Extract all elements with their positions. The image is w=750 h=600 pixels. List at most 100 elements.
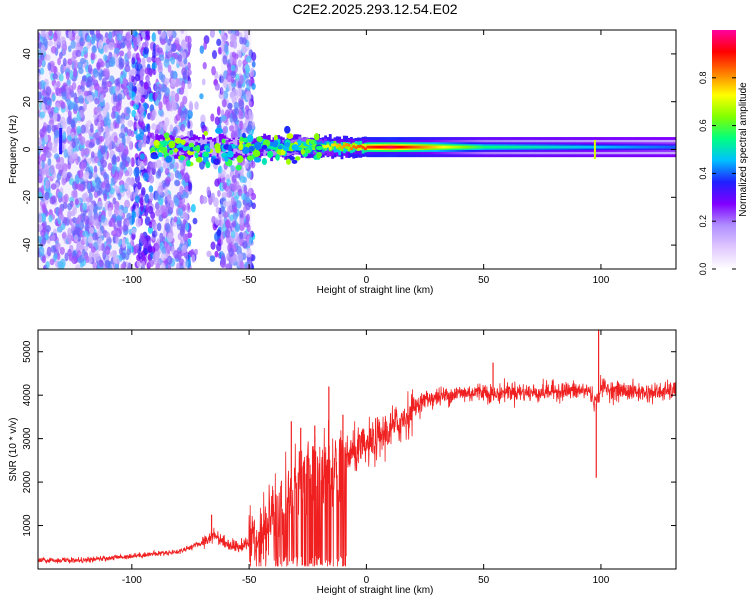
spectral-speck (145, 203, 150, 212)
band-blob (183, 146, 191, 151)
snr-xtick-label: -50 (242, 575, 257, 586)
spectral-speck (119, 50, 125, 57)
spec-ytick-label: -20 (22, 190, 33, 205)
snr-xtick-label: -100 (122, 575, 142, 586)
spectral-speck (209, 255, 216, 262)
spectral-speck (105, 80, 112, 88)
band-blob (593, 139, 596, 160)
spectral-speck (194, 248, 198, 256)
spectral-speck (213, 197, 219, 208)
spectral-speck (146, 56, 152, 63)
snr-content (38, 330, 676, 567)
band-blob (261, 144, 268, 150)
spectral-speck (98, 135, 105, 143)
band-blob (291, 144, 299, 151)
snr-ytick-label: 1000 (22, 514, 33, 537)
spectral-speck (79, 220, 85, 231)
spectral-speck (92, 171, 98, 179)
spectral-speck (150, 211, 156, 220)
spectral-speck (148, 174, 155, 184)
spectral-speck (222, 90, 229, 100)
spectral-speck (147, 225, 154, 234)
spectral-speck (201, 78, 206, 86)
band-blob (159, 146, 168, 153)
spectral-speck (63, 193, 69, 203)
band-blob (173, 147, 178, 153)
spectral-speck (41, 137, 46, 148)
spectral-speck (137, 141, 144, 149)
snr-xtick-label: 50 (478, 575, 490, 586)
spectral-speck (216, 106, 221, 116)
band-blob (252, 149, 261, 158)
snr-xtick-label: 100 (593, 575, 610, 586)
spectral-speck (188, 100, 193, 111)
spectral-speck (139, 232, 145, 242)
spectral-speck (59, 156, 65, 167)
band-cell (347, 143, 351, 147)
band-blob (163, 132, 170, 139)
spectral-speck (216, 229, 222, 237)
spectral-speck (148, 185, 154, 193)
spectral-speck (38, 145, 41, 156)
spec-xtick-label: -50 (242, 275, 257, 286)
spectral-speck (115, 236, 120, 245)
spectral-speck (199, 45, 205, 54)
spectral-speck (92, 205, 98, 215)
spectral-speck (143, 46, 149, 55)
band-blob (205, 161, 211, 169)
band-blob (168, 140, 176, 149)
colorbar: 0.0 0.2 0.4 0.6 0.8 Normalized spectral ampli… (698, 30, 749, 275)
snr-plot: -100 -50 0 50 10010002000300040005000Height … (8, 329, 677, 596)
band-blob (261, 157, 268, 166)
spectral-speck (164, 77, 170, 85)
spectral-speck (190, 203, 196, 213)
spectral-speck (138, 252, 143, 260)
spectral-speck (251, 121, 256, 130)
spectral-speck (62, 163, 68, 172)
band-blob (213, 158, 220, 165)
noise-haze (38, 30, 132, 269)
band-blob (221, 138, 226, 144)
spectral-speck (136, 34, 141, 44)
band-blob (235, 164, 242, 171)
spectral-speck (216, 242, 222, 252)
spectral-speck (211, 50, 218, 60)
spectral-speck (227, 30, 232, 35)
spectral-speck (132, 30, 138, 37)
band-blob (169, 149, 174, 155)
band-blob (310, 139, 315, 145)
spectral-speck (135, 133, 142, 141)
spectral-speck (141, 31, 146, 39)
band-blob (157, 152, 163, 157)
band-blob (227, 144, 233, 152)
band-blob (203, 151, 209, 158)
spectral-speck (145, 76, 150, 83)
spectral-speck (38, 137, 42, 145)
spectral-speck (201, 196, 208, 204)
spectral-speck (131, 109, 137, 118)
spectral-speck (199, 93, 204, 100)
band-blob (247, 134, 254, 143)
spectral-speck (217, 165, 223, 175)
spectral-speck (251, 52, 257, 62)
spectral-speck (232, 210, 238, 221)
spectral-speck (143, 134, 147, 143)
spec-xtick-label: 100 (593, 275, 610, 286)
band-blob (215, 146, 221, 154)
band-blob (203, 130, 209, 136)
spectral-speck (210, 241, 216, 250)
spec-xtick-label: 50 (478, 275, 490, 286)
spectral-speck (215, 206, 220, 214)
spec-ylabel: Frequency (Hz) (8, 115, 19, 184)
spectral-speck (143, 172, 149, 182)
spectral-speck (140, 122, 146, 130)
band-cell (328, 146, 332, 150)
spectral-speck (100, 60, 105, 68)
spec-ytick-label: -40 (22, 237, 33, 252)
spectral-speck (236, 200, 242, 209)
band-blob (150, 154, 159, 160)
band-blob (282, 146, 290, 151)
spectral-speck (137, 181, 142, 190)
spectral-speck (56, 172, 62, 181)
spectral-speck (78, 30, 84, 37)
